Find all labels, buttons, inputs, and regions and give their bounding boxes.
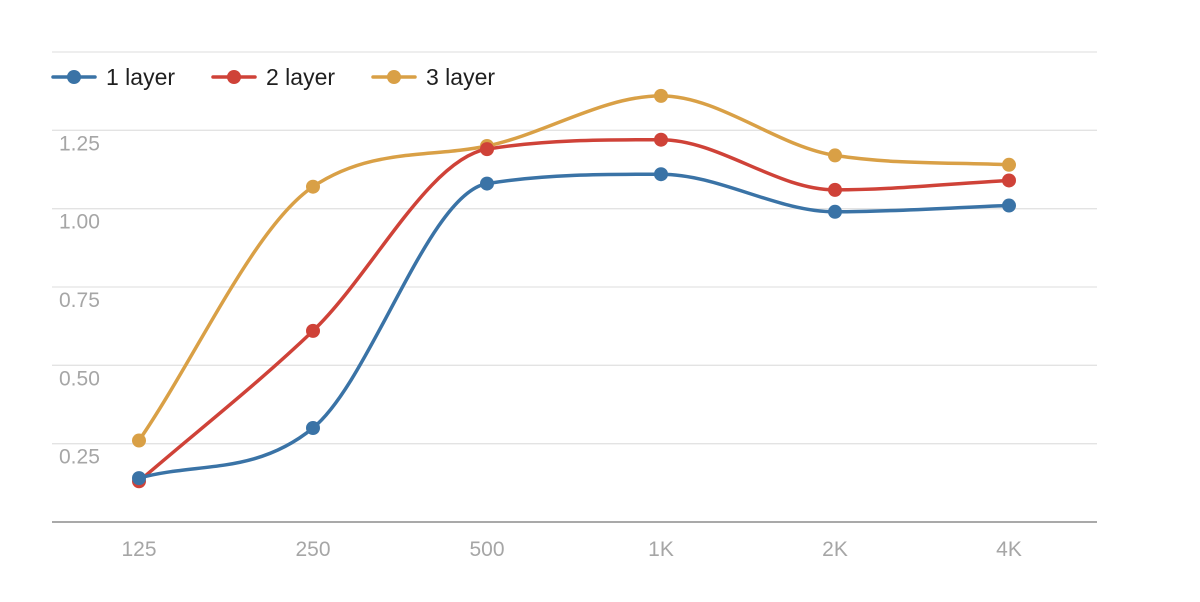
data-point-1-layer-125[interactable] (132, 471, 146, 486)
series-group (132, 88, 1016, 489)
legend-swatch-marker (387, 70, 401, 84)
series-line-1-layer (137, 172, 1011, 480)
legend-item-3-layer[interactable]: 3 layer (371, 64, 495, 90)
legend-item-2-layer[interactable]: 2 layer (211, 64, 335, 90)
legend: 1 layer 2 layer 3 layer (51, 64, 495, 90)
y-tick-label: 1.25 (59, 132, 100, 155)
y-tick-label: 0.75 (59, 289, 100, 312)
y-tick-label: 0.50 (59, 367, 100, 390)
series-line-2-layer (137, 137, 1011, 484)
legend-item-1-layer[interactable]: 1 layer (51, 64, 175, 90)
data-point-1-layer-2k[interactable] (828, 204, 842, 219)
data-point-3-layer-250[interactable] (306, 179, 320, 194)
legend-swatch-marker (227, 70, 241, 84)
x-tick-label: 1K (648, 538, 674, 561)
x-tick-label: 2K (822, 538, 848, 561)
legend-label: 2 layer (266, 64, 335, 90)
data-point-3-layer-2k[interactable] (828, 148, 842, 163)
legend-swatch-marker (67, 70, 81, 84)
data-point-2-layer-250[interactable] (306, 323, 320, 338)
series-2-layer (132, 132, 1016, 489)
legend-label: 1 layer (106, 64, 175, 90)
data-point-2-layer-1k[interactable] (654, 132, 668, 147)
data-point-2-layer-4k[interactable] (1002, 173, 1016, 188)
x-tick-label: 500 (469, 538, 504, 561)
x-tick-label: 125 (121, 538, 156, 561)
series-line-3-layer (137, 94, 1011, 443)
data-point-2-layer-500[interactable] (480, 142, 494, 157)
data-point-3-layer-125[interactable] (132, 433, 146, 448)
series-1-layer (132, 167, 1016, 486)
x-tick-label: 250 (295, 538, 330, 561)
series-3-layer (132, 88, 1016, 448)
data-point-1-layer-250[interactable] (306, 421, 320, 435)
data-point-1-layer-1k[interactable] (654, 167, 668, 182)
gridlines (52, 51, 1097, 445)
data-point-1-layer-4k[interactable] (1002, 198, 1016, 213)
x-tick-label: 4K (996, 538, 1022, 561)
axes: 0.25 0.50 0.75 1.00 1.25 125 250 500 1K 2K 4K (52, 132, 1097, 561)
data-point-3-layer-1k[interactable] (654, 88, 668, 103)
data-point-1-layer-500[interactable] (480, 176, 494, 191)
y-tick-label: 0.25 (59, 446, 100, 469)
legend-label: 3 layer (426, 64, 495, 90)
data-point-2-layer-2k[interactable] (828, 182, 842, 197)
data-point-3-layer-4k[interactable] (1002, 157, 1016, 172)
y-tick-label: 1.00 (59, 211, 100, 234)
